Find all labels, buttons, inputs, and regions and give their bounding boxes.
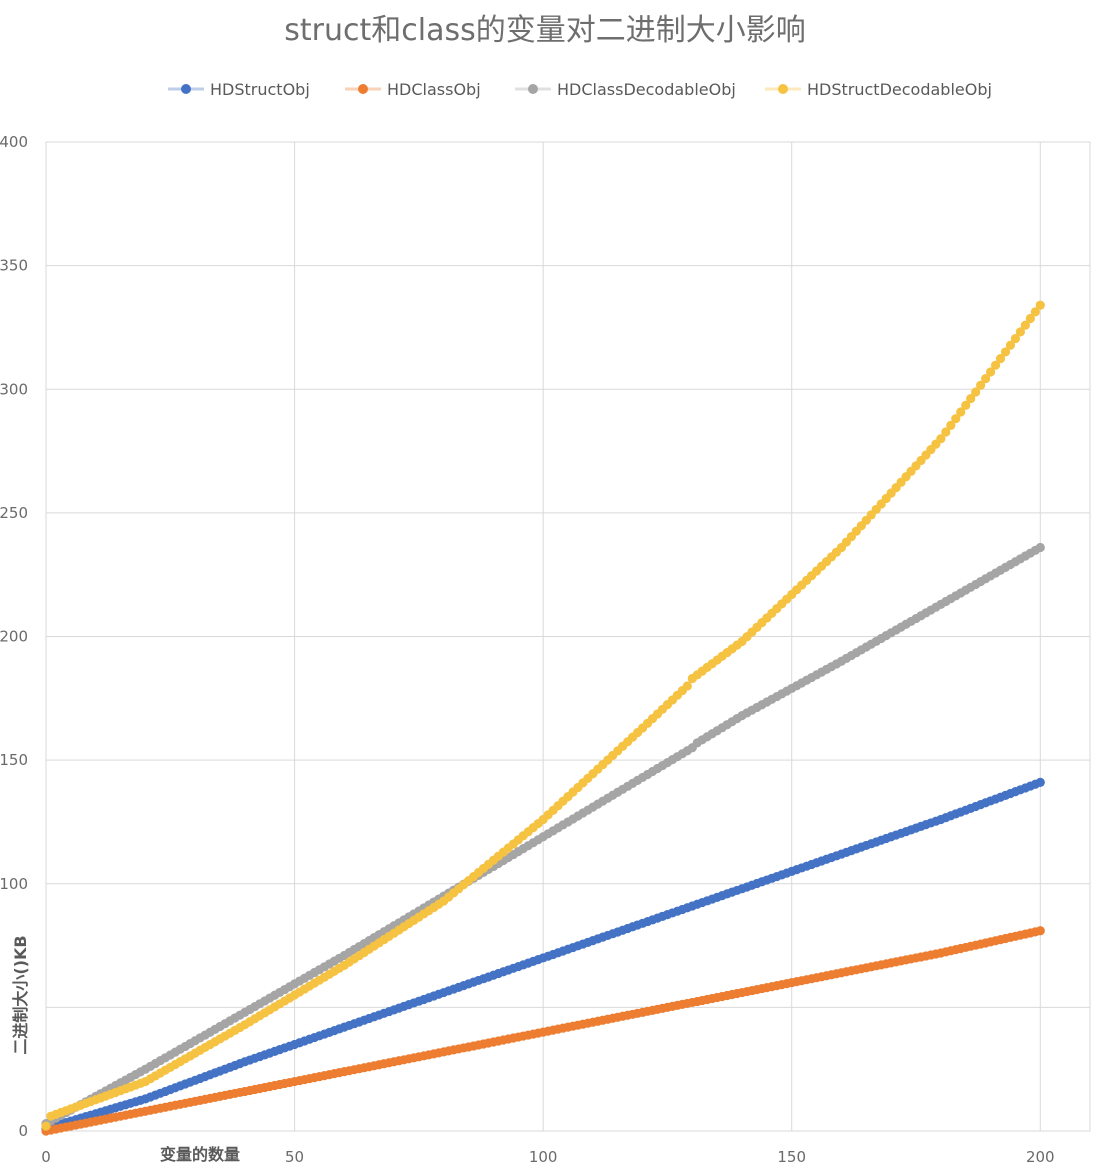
data-point <box>976 380 986 390</box>
y-tick-label: 150 <box>0 751 28 769</box>
data-point <box>1035 777 1045 787</box>
data-point <box>682 681 692 691</box>
gridlines <box>45 141 1091 1132</box>
data-point <box>1025 313 1035 324</box>
data-point <box>1030 307 1040 317</box>
legend-item: HDClassDecodableObj <box>515 80 736 99</box>
legend-label: HDClassObj <box>387 80 481 99</box>
data-point <box>1015 327 1025 337</box>
x-tick-label: 0 <box>41 1148 51 1166</box>
data-point <box>995 353 1006 364</box>
y-tick-label: 300 <box>0 380 28 398</box>
x-tick-labels: 0 50 100 150 200 <box>41 1148 1054 1166</box>
x-tick-label: 150 <box>777 1148 806 1166</box>
legend-label: HDClassDecodableObj <box>557 80 736 99</box>
y-tick-label: 0 <box>18 1122 28 1140</box>
data-point <box>985 367 996 377</box>
legend-item: HDStructDecodableObj <box>765 80 992 99</box>
y-axis-label: 二进制大小()KB <box>11 935 30 1054</box>
plot-area <box>41 300 1045 1136</box>
x-axis-label: 变量的数量 <box>160 1145 240 1164</box>
legend: HDStructObj HDClassObj HDClassDecodableObj… <box>168 80 992 99</box>
data-point <box>956 407 966 417</box>
y-tick-label: 100 <box>0 875 28 893</box>
data-point <box>990 360 1001 370</box>
x-tick-label: 200 <box>1026 1148 1055 1166</box>
data-point <box>1020 320 1030 330</box>
data-point <box>1010 333 1021 344</box>
x-tick-label: 50 <box>285 1148 304 1166</box>
data-point <box>941 427 951 437</box>
data-point <box>966 394 976 404</box>
data-point <box>1000 347 1011 357</box>
y-tick-label: 250 <box>0 504 28 522</box>
series-HDStructDecodableObj <box>41 300 1045 1131</box>
legend-label: HDStructDecodableObj <box>807 80 992 99</box>
data-point <box>946 420 956 430</box>
y-tick-label: 400 <box>0 133 28 151</box>
data-point <box>1035 926 1045 936</box>
data-point <box>1035 542 1045 553</box>
legend-item: HDClassObj <box>345 80 481 99</box>
data-point <box>961 400 971 410</box>
data-point <box>1005 340 1016 350</box>
x-tick-label: 100 <box>529 1148 558 1166</box>
chart-title: struct和class的变量对二进制大小影响 <box>284 13 805 48</box>
data-point <box>981 374 991 384</box>
y-tick-label: 200 <box>0 628 28 646</box>
data-point <box>971 387 981 397</box>
series-HDStructObj <box>41 777 1045 1134</box>
y-tick-label: 350 <box>0 257 28 275</box>
data-point <box>1035 300 1045 310</box>
legend-marker <box>778 84 788 94</box>
y-tick-labels: 0 100 150 200 250 300 350 400 <box>0 133 28 1140</box>
legend-marker <box>528 84 538 94</box>
data-point <box>41 1121 51 1131</box>
data-point <box>951 414 961 424</box>
legend-item: HDStructObj <box>168 80 310 99</box>
legend-marker <box>181 84 191 94</box>
legend-marker <box>358 84 368 94</box>
legend-label: HDStructObj <box>210 80 310 99</box>
data-point <box>936 434 946 444</box>
series-HDClassObj <box>41 926 1045 1136</box>
